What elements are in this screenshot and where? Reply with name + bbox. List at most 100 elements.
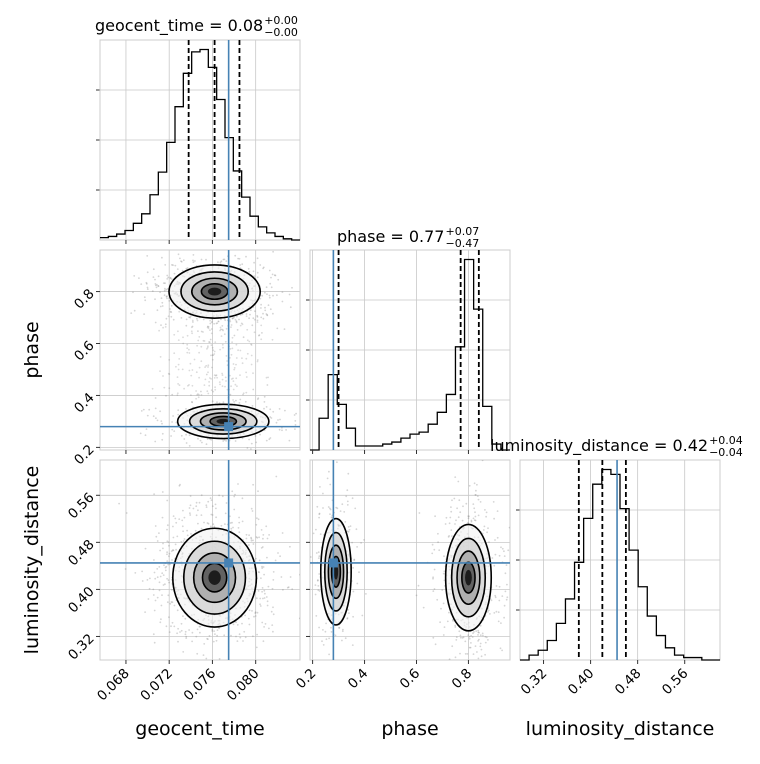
panel-title-upper-error: +0.00	[264, 14, 298, 27]
sample-point	[219, 261, 222, 264]
sample-point	[256, 316, 259, 318]
sample-point	[205, 657, 208, 660]
sample-point	[175, 421, 178, 424]
sample-point	[189, 316, 192, 319]
sample-point	[229, 374, 231, 377]
sample-point	[239, 636, 242, 639]
sample-point	[205, 506, 208, 508]
sample-point	[468, 515, 470, 518]
sample-point	[281, 429, 283, 432]
sample-point	[241, 520, 244, 523]
sample-point	[268, 269, 271, 272]
sample-point	[173, 604, 176, 607]
sample-point	[156, 283, 158, 286]
sample-point	[231, 317, 234, 320]
sample-point	[327, 506, 330, 508]
sample-point	[171, 264, 173, 266]
sample-point	[499, 662, 501, 664]
sample-point	[501, 649, 503, 652]
sample-point	[176, 394, 179, 396]
x-tick-label: 0.56	[659, 666, 692, 699]
sample-point	[250, 344, 253, 346]
sample-point	[189, 495, 192, 497]
sample-point	[158, 329, 161, 332]
sample-point	[272, 630, 274, 633]
sample-point	[445, 516, 448, 519]
sample-point	[451, 535, 453, 537]
sample-point	[176, 632, 179, 635]
sample-point	[418, 512, 421, 514]
sample-point	[210, 354, 212, 357]
sample-point	[171, 621, 174, 624]
sample-point	[351, 644, 354, 646]
sample-point	[443, 570, 446, 573]
sample-point	[167, 372, 170, 375]
sample-point	[237, 257, 240, 260]
sample-point	[245, 533, 248, 536]
sample-point	[467, 634, 470, 636]
sample-point	[197, 437, 199, 440]
sample-point	[214, 633, 216, 635]
sample-point	[252, 543, 255, 545]
sample-point	[497, 684, 499, 686]
sample-point	[479, 501, 482, 503]
sample-point	[216, 401, 218, 404]
sample-point	[192, 259, 194, 262]
sample-point	[235, 320, 238, 323]
sample-point	[181, 525, 184, 528]
sample-point	[246, 339, 249, 342]
sample-point	[229, 357, 231, 359]
sample-point	[434, 515, 436, 518]
contour-line	[180, 271, 249, 312]
sample-point	[266, 314, 269, 317]
sample-point	[255, 441, 258, 444]
sample-point	[477, 514, 480, 517]
sample-point	[193, 358, 196, 361]
sample-point	[506, 596, 509, 599]
sample-point	[473, 519, 476, 521]
panel-title-upper-error: +0.04	[709, 434, 743, 447]
sample-point	[213, 374, 216, 377]
sample-point	[462, 505, 464, 508]
sample-point	[253, 318, 256, 321]
sample-point	[365, 593, 367, 595]
sample-point	[467, 521, 469, 524]
contour-line	[190, 277, 239, 306]
sample-point	[275, 475, 278, 478]
x-axis-label-geocent_time: geocent_time	[135, 718, 264, 740]
panel-title-lower-error: −0.04	[709, 446, 743, 459]
sample-point	[177, 409, 180, 412]
x-tick-label: 0.40	[565, 666, 598, 699]
sample-point	[168, 581, 171, 584]
sample-point	[299, 573, 300, 576]
sample-point	[173, 352, 176, 355]
sample-point	[461, 637, 464, 639]
sample-point	[222, 329, 225, 332]
sample-point	[253, 615, 255, 618]
sample-point	[235, 377, 238, 380]
sample-point	[234, 440, 237, 442]
sample-point	[185, 637, 188, 639]
sample-point	[185, 635, 188, 638]
sample-point	[147, 598, 150, 600]
sample-point	[475, 489, 477, 492]
sample-point	[153, 609, 156, 612]
sample-point	[477, 657, 480, 660]
sample-point	[188, 352, 191, 354]
sample-point	[250, 442, 253, 445]
sample-point	[186, 351, 189, 354]
sample-point	[171, 278, 173, 281]
y-tick-label: 0.2	[71, 442, 98, 469]
sample-point	[198, 366, 201, 369]
sample-point	[318, 516, 320, 519]
sample-point	[133, 275, 136, 277]
y-tick-label: 0.4	[71, 390, 98, 417]
sample-point	[237, 527, 240, 529]
sample-point	[180, 664, 182, 666]
sample-point	[251, 324, 254, 327]
sample-point	[269, 308, 272, 311]
panel-title-text: luminosity_distance = 0.42	[490, 436, 708, 456]
sample-point	[294, 424, 297, 426]
sample-point	[271, 624, 274, 626]
sample-point	[294, 420, 297, 422]
